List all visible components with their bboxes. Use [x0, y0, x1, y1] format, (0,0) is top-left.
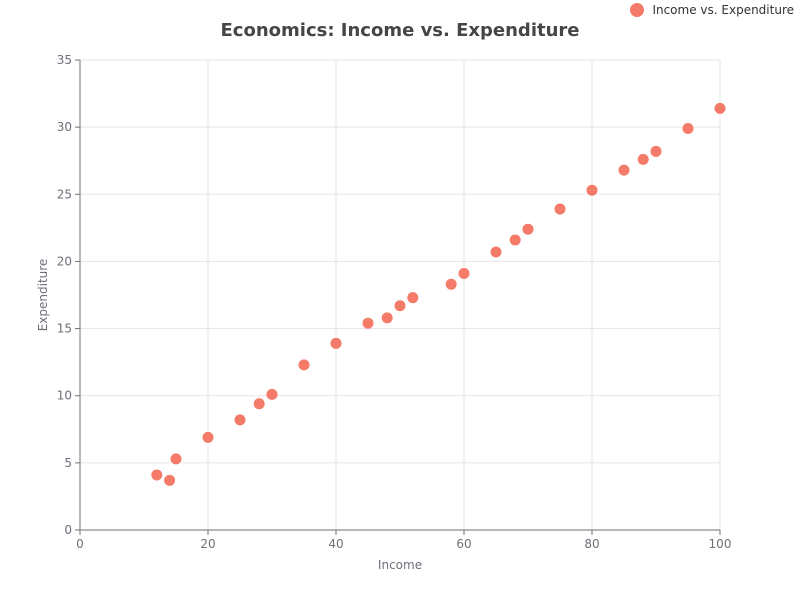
- x-tick-label: 20: [200, 537, 215, 551]
- y-tick-label: 10: [57, 389, 72, 403]
- y-tick-label: 5: [64, 456, 72, 470]
- data-point[interactable]: [522, 223, 534, 235]
- data-point[interactable]: [202, 431, 214, 443]
- x-tick-label: 0: [76, 537, 84, 551]
- y-axis-label: Expenditure: [36, 259, 50, 332]
- data-point[interactable]: [298, 359, 310, 371]
- x-tick-label: 100: [709, 537, 732, 551]
- data-point[interactable]: [490, 246, 502, 258]
- x-tick-label: 40: [328, 537, 343, 551]
- legend-label: Income vs. Expenditure: [652, 3, 794, 17]
- data-point[interactable]: [407, 292, 419, 304]
- data-point[interactable]: [682, 122, 694, 134]
- data-point[interactable]: [714, 102, 726, 114]
- data-point[interactable]: [554, 203, 566, 215]
- y-tick-label: 30: [57, 120, 72, 134]
- data-point[interactable]: [234, 414, 246, 426]
- data-point[interactable]: [330, 337, 342, 349]
- y-tick-label: 0: [64, 523, 72, 537]
- y-tick-label: 25: [57, 187, 72, 201]
- data-point[interactable]: [394, 300, 406, 312]
- x-tick-label: 60: [456, 537, 471, 551]
- data-point[interactable]: [266, 388, 278, 400]
- data-point[interactable]: [586, 184, 598, 196]
- axes: [79, 60, 720, 531]
- chart-title: Economics: Income vs. Expenditure: [220, 20, 580, 41]
- legend-marker: [630, 3, 645, 17]
- data-point[interactable]: [637, 153, 649, 165]
- data-point[interactable]: [164, 474, 176, 486]
- x-axis-ticks: 0 20 40 60 80 100: [76, 530, 731, 551]
- legend[interactable]: Income vs. Expenditure: [630, 3, 794, 17]
- grid-lines: [80, 59, 721, 530]
- x-tick-label: 80: [584, 537, 599, 551]
- data-point[interactable]: [445, 278, 457, 290]
- data-point[interactable]: [618, 164, 630, 176]
- data-point[interactable]: [151, 469, 163, 481]
- data-point[interactable]: [381, 312, 393, 324]
- data-point[interactable]: [362, 317, 374, 329]
- y-tick-label: 35: [57, 53, 72, 67]
- data-points: [151, 102, 726, 486]
- y-tick-label: 15: [57, 322, 72, 336]
- data-point[interactable]: [253, 398, 265, 410]
- data-point[interactable]: [458, 268, 470, 280]
- data-point[interactable]: [650, 145, 662, 157]
- data-point[interactable]: [170, 453, 182, 465]
- y-tick-label: 20: [57, 254, 72, 268]
- data-point[interactable]: [509, 234, 521, 246]
- x-axis-label: Income: [378, 558, 422, 572]
- y-axis-ticks: 0 5 10 15 20 25 30 35: [57, 53, 80, 537]
